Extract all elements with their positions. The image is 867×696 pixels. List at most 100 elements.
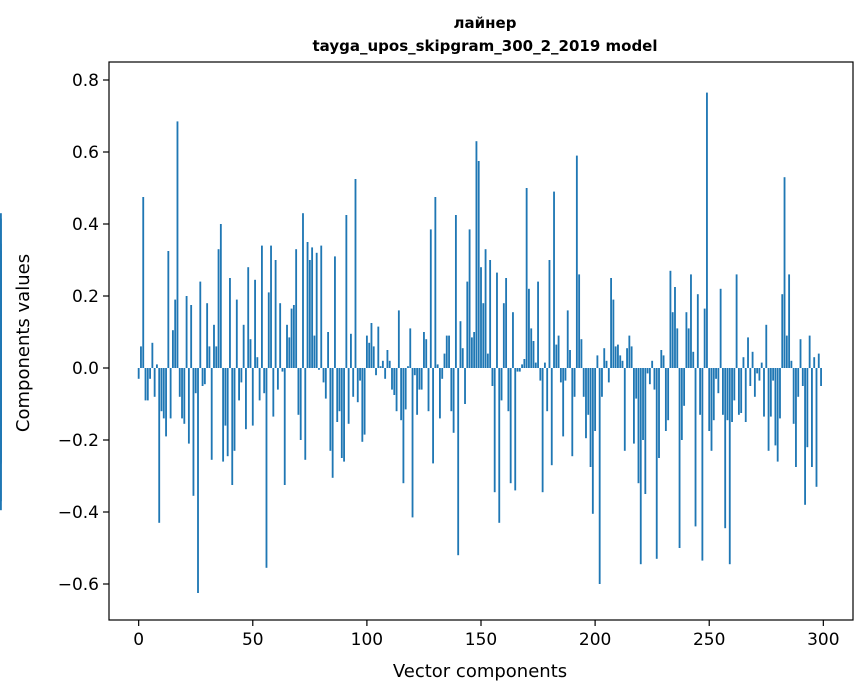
x-axis-label: Vector components bbox=[393, 661, 567, 682]
bar bbox=[288, 337, 291, 368]
bar bbox=[790, 360, 793, 368]
bar bbox=[226, 368, 229, 457]
bar bbox=[381, 360, 384, 368]
bar bbox=[747, 337, 749, 368]
bar-series bbox=[0, 92, 822, 593]
bar bbox=[514, 368, 517, 491]
bar bbox=[391, 368, 393, 390]
bar bbox=[626, 348, 628, 368]
bar bbox=[525, 188, 528, 368]
bar bbox=[142, 197, 145, 368]
bar bbox=[550, 368, 553, 466]
bar bbox=[653, 368, 656, 390]
bar bbox=[162, 368, 165, 419]
bar bbox=[245, 368, 247, 430]
bar bbox=[564, 368, 567, 381]
bar bbox=[765, 324, 768, 368]
x-axis-ticks: 0 50 100 150 200 250 300 bbox=[133, 620, 840, 650]
bar bbox=[763, 368, 765, 417]
bar bbox=[343, 368, 345, 462]
bar bbox=[534, 362, 537, 368]
bar bbox=[140, 346, 142, 368]
bar bbox=[680, 368, 683, 440]
bar bbox=[781, 294, 784, 368]
bar bbox=[607, 368, 610, 383]
bar bbox=[210, 368, 213, 460]
bar bbox=[603, 348, 606, 368]
bar bbox=[457, 368, 460, 556]
bar bbox=[272, 368, 275, 417]
bar bbox=[690, 274, 692, 368]
bar bbox=[669, 270, 672, 368]
bar bbox=[548, 260, 551, 368]
bar bbox=[183, 368, 186, 424]
bar bbox=[744, 368, 747, 422]
bar bbox=[416, 368, 419, 415]
bar bbox=[231, 368, 234, 485]
bar bbox=[215, 346, 218, 368]
bar bbox=[783, 177, 786, 368]
bar bbox=[201, 368, 204, 386]
bar bbox=[224, 368, 227, 426]
bar bbox=[320, 245, 323, 368]
bar bbox=[340, 368, 343, 458]
bar bbox=[400, 368, 403, 421]
bar bbox=[585, 368, 587, 439]
bar bbox=[219, 224, 222, 368]
bar bbox=[199, 281, 202, 368]
bar bbox=[375, 368, 377, 376]
bar bbox=[562, 368, 565, 437]
chart-subtitle: tayga_upos_skipgram_300_2_2019 model bbox=[313, 37, 658, 55]
bar bbox=[365, 335, 368, 368]
bar bbox=[621, 360, 624, 368]
bar bbox=[694, 368, 697, 527]
bar bbox=[190, 305, 193, 368]
bar bbox=[788, 274, 791, 368]
bar bbox=[429, 229, 432, 368]
bar bbox=[176, 121, 179, 369]
bar bbox=[619, 355, 622, 368]
bar bbox=[658, 368, 660, 458]
bar bbox=[308, 260, 311, 368]
bar bbox=[251, 368, 254, 426]
bar bbox=[811, 368, 813, 467]
bar bbox=[715, 368, 717, 379]
bar bbox=[156, 364, 158, 368]
bar bbox=[710, 368, 713, 451]
bar bbox=[315, 252, 318, 368]
bar bbox=[441, 368, 444, 379]
x-tick-label: 100 bbox=[351, 630, 383, 650]
bar bbox=[699, 368, 702, 415]
bar bbox=[267, 292, 270, 368]
bar bbox=[628, 335, 631, 368]
bar bbox=[0, 256, 2, 368]
bar bbox=[313, 335, 316, 368]
bar bbox=[443, 353, 446, 368]
bar bbox=[817, 353, 820, 368]
bar bbox=[648, 368, 651, 385]
bar bbox=[776, 368, 779, 462]
bar bbox=[617, 344, 619, 368]
bar bbox=[795, 368, 797, 467]
bar bbox=[717, 368, 720, 394]
bar bbox=[169, 368, 172, 419]
bar bbox=[311, 247, 314, 368]
bar bbox=[249, 339, 252, 368]
bar bbox=[696, 294, 699, 368]
bar bbox=[178, 368, 181, 397]
bar bbox=[304, 368, 307, 460]
bar bbox=[222, 368, 225, 462]
bar bbox=[804, 368, 806, 505]
bar bbox=[165, 368, 167, 437]
bar bbox=[450, 368, 453, 412]
x-tick-label: 50 bbox=[242, 630, 264, 650]
bar bbox=[407, 366, 409, 368]
bar bbox=[541, 368, 544, 493]
bar bbox=[740, 368, 743, 413]
bar bbox=[571, 368, 574, 457]
bar bbox=[539, 368, 542, 381]
y-tick-label: 0.0 bbox=[72, 359, 99, 379]
bar bbox=[566, 310, 569, 368]
bar bbox=[423, 332, 425, 368]
bar bbox=[197, 368, 199, 593]
